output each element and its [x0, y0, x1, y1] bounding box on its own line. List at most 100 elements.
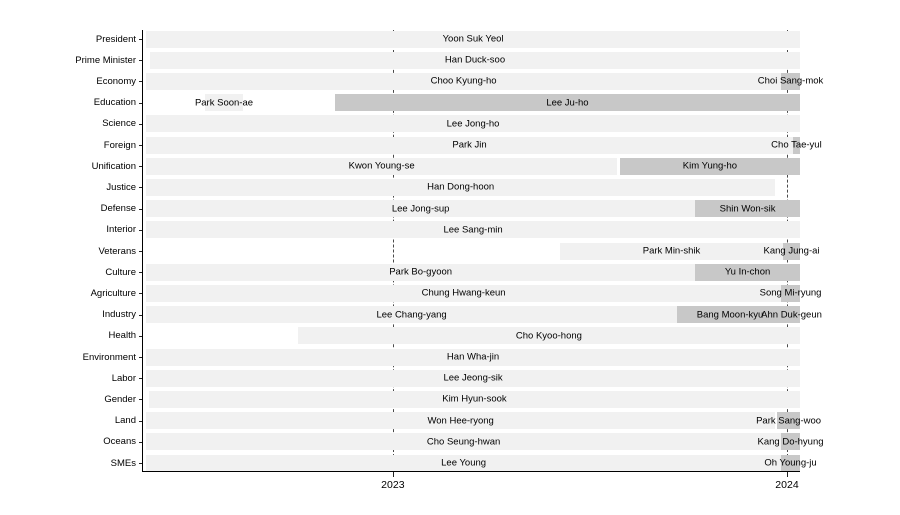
bar-label: Yu In-chon	[724, 266, 771, 278]
y-axis-tick	[139, 314, 143, 316]
x-tick-label: 2023	[381, 479, 405, 491]
bar-label: Bang Moon-kyu	[696, 308, 764, 320]
timeline-bar: Lee Young	[146, 454, 782, 472]
timeline-bar: Shin Won-sik	[695, 200, 800, 218]
bar-label: Park Soon-ae	[194, 96, 254, 108]
category-label: Culture	[105, 266, 136, 278]
bar-label: Lee Chang-yang	[376, 308, 447, 320]
category-label: Labor	[111, 372, 136, 384]
timeline-bar: Lee Chang-yang	[146, 306, 678, 324]
plot-area: Yoon Suk Yeol Han Duck-soo Choo Kyung-ho Ch…	[142, 30, 824, 472]
category-label: Environment	[82, 351, 136, 363]
bar-label: Oh Young-ju	[764, 457, 817, 469]
y-axis-tick	[139, 81, 143, 83]
bar-label: Lee Jong-sup	[391, 202, 450, 214]
y-axis-tick	[139, 39, 143, 40]
category-label: Veterans	[98, 245, 137, 257]
category-label: Interior	[106, 224, 136, 236]
timeline-bar: Kwon Young-se	[146, 157, 618, 175]
year-gridline	[392, 30, 394, 472]
bar-label: Choo Kyung-ho	[430, 75, 497, 87]
category-label: Economy	[96, 75, 136, 87]
timeline-bar: Kang Do-hyung	[758, 433, 824, 451]
y-axis-tick	[139, 251, 143, 252]
timeline-bar: Choo Kyung-ho	[146, 72, 782, 90]
bar-label: Kwon Young-se	[348, 160, 415, 172]
bar-label: Kim Hyun-sook	[442, 393, 507, 405]
category-label: SMEs	[110, 457, 136, 469]
y-axis-tick	[139, 166, 143, 168]
bar-label: Lee Jeong-sik	[443, 372, 503, 384]
bar-label: Yoon Suk Yeol	[442, 33, 504, 45]
y-axis-tick	[139, 378, 143, 380]
bar-label: Han Duck-soo	[444, 54, 506, 66]
timeline-bar: Yoon Suk Yeol	[146, 30, 800, 48]
category-label: Science	[102, 118, 136, 130]
bar-label: Choi Sang-mok	[757, 75, 824, 87]
bar-label: Lee Sang-min	[443, 224, 503, 236]
y-axis-tick	[139, 399, 143, 401]
category-label: Agriculture	[90, 287, 136, 299]
timeline-bar: Song Mi-ryung	[760, 284, 821, 302]
bar-label: Ahn Duk-geun	[761, 308, 822, 320]
timeline-bar: Lee Jeong-sik	[146, 369, 800, 387]
timeline-bar: Cho Seung-hwan	[146, 433, 782, 451]
category-label: Defense	[100, 203, 136, 215]
timeline-bar: Lee Jong-ho	[146, 115, 800, 133]
timeline-bar: Ahn Duk-geun	[761, 306, 822, 324]
x-axis-tick	[786, 472, 788, 477]
timeline-bar: Kim Hyun-sook	[148, 390, 800, 408]
timeline-bar: Yu In-chon	[695, 263, 800, 281]
y-axis-line	[142, 30, 143, 472]
timeline-bar: Choi Sang-mok	[758, 72, 823, 90]
bar-label: Park Jin	[452, 139, 487, 151]
y-axis-tick	[139, 145, 143, 146]
bar-label: Lee Young	[441, 457, 487, 469]
bar-label: Lee Ju-ho	[546, 96, 589, 108]
category-label: Education	[93, 97, 136, 109]
bar-label: Chung Hwang-keun	[421, 287, 506, 299]
y-axis-tick	[139, 102, 143, 104]
bar-label: Song Mi-ryung	[759, 287, 822, 299]
timeline-bar: Lee Jong-sup	[146, 200, 696, 218]
category-label: Unification	[91, 160, 136, 172]
timeline-bar: Han Wha-jin	[146, 348, 800, 366]
timeline-bar: Han Dong-hoon	[146, 178, 776, 196]
bar-label: Park Bo-gyoon	[389, 266, 453, 278]
y-axis-tick	[139, 463, 143, 464]
y-axis-tick	[139, 357, 143, 358]
bar-label: Cho Seung-hwan	[426, 436, 501, 448]
bar-label: Park Min-shik	[642, 245, 701, 257]
timeline-bar: Chung Hwang-keun	[146, 284, 782, 302]
y-axis-tick	[139, 420, 143, 422]
x-axis-tick	[392, 472, 394, 477]
category-label: Justice	[106, 181, 136, 193]
bar-label: Lee Jong-ho	[446, 118, 500, 130]
bar-label: Shin Won-sik	[719, 202, 776, 214]
bar-label: Kim Yung-ho	[682, 160, 738, 172]
y-axis-tick	[139, 293, 143, 295]
bar-label: Park Sang-woo	[756, 414, 822, 426]
timeline-bar: Park Bo-gyoon	[146, 263, 696, 281]
timeline-bar: Kang Jung-ai	[764, 242, 820, 260]
y-axis-tick	[139, 272, 143, 274]
timeline-bar: Park Jin	[146, 136, 793, 154]
timeline-bar: Han Duck-soo	[150, 51, 800, 69]
timeline-bar: Lee Sang-min	[146, 221, 800, 239]
bar-label: Han Wha-jin	[446, 351, 500, 363]
y-axis-tick	[139, 60, 143, 62]
timeline-bar: Won Hee-ryong	[146, 412, 776, 430]
category-label: Health	[108, 330, 136, 342]
rows-layer: Yoon Suk Yeol Han Duck-soo Choo Kyung-ho Ch…	[143, 30, 824, 472]
y-axis-tick	[139, 187, 143, 189]
bar-label: Cho Tae-yul	[771, 139, 822, 151]
category-label: Oceans	[103, 436, 136, 448]
category-label: Industry	[102, 309, 136, 321]
category-label: Gender	[104, 393, 136, 405]
bar-label: Han Dong-hoon	[427, 181, 495, 193]
timeline-bar: Park Sang-woo	[756, 412, 821, 430]
timeline-bar: Park Soon-ae	[195, 94, 253, 112]
timeline-bar: Kim Yung-ho	[619, 157, 800, 175]
y-axis-tick	[139, 441, 143, 443]
category-label: Land	[114, 415, 136, 427]
